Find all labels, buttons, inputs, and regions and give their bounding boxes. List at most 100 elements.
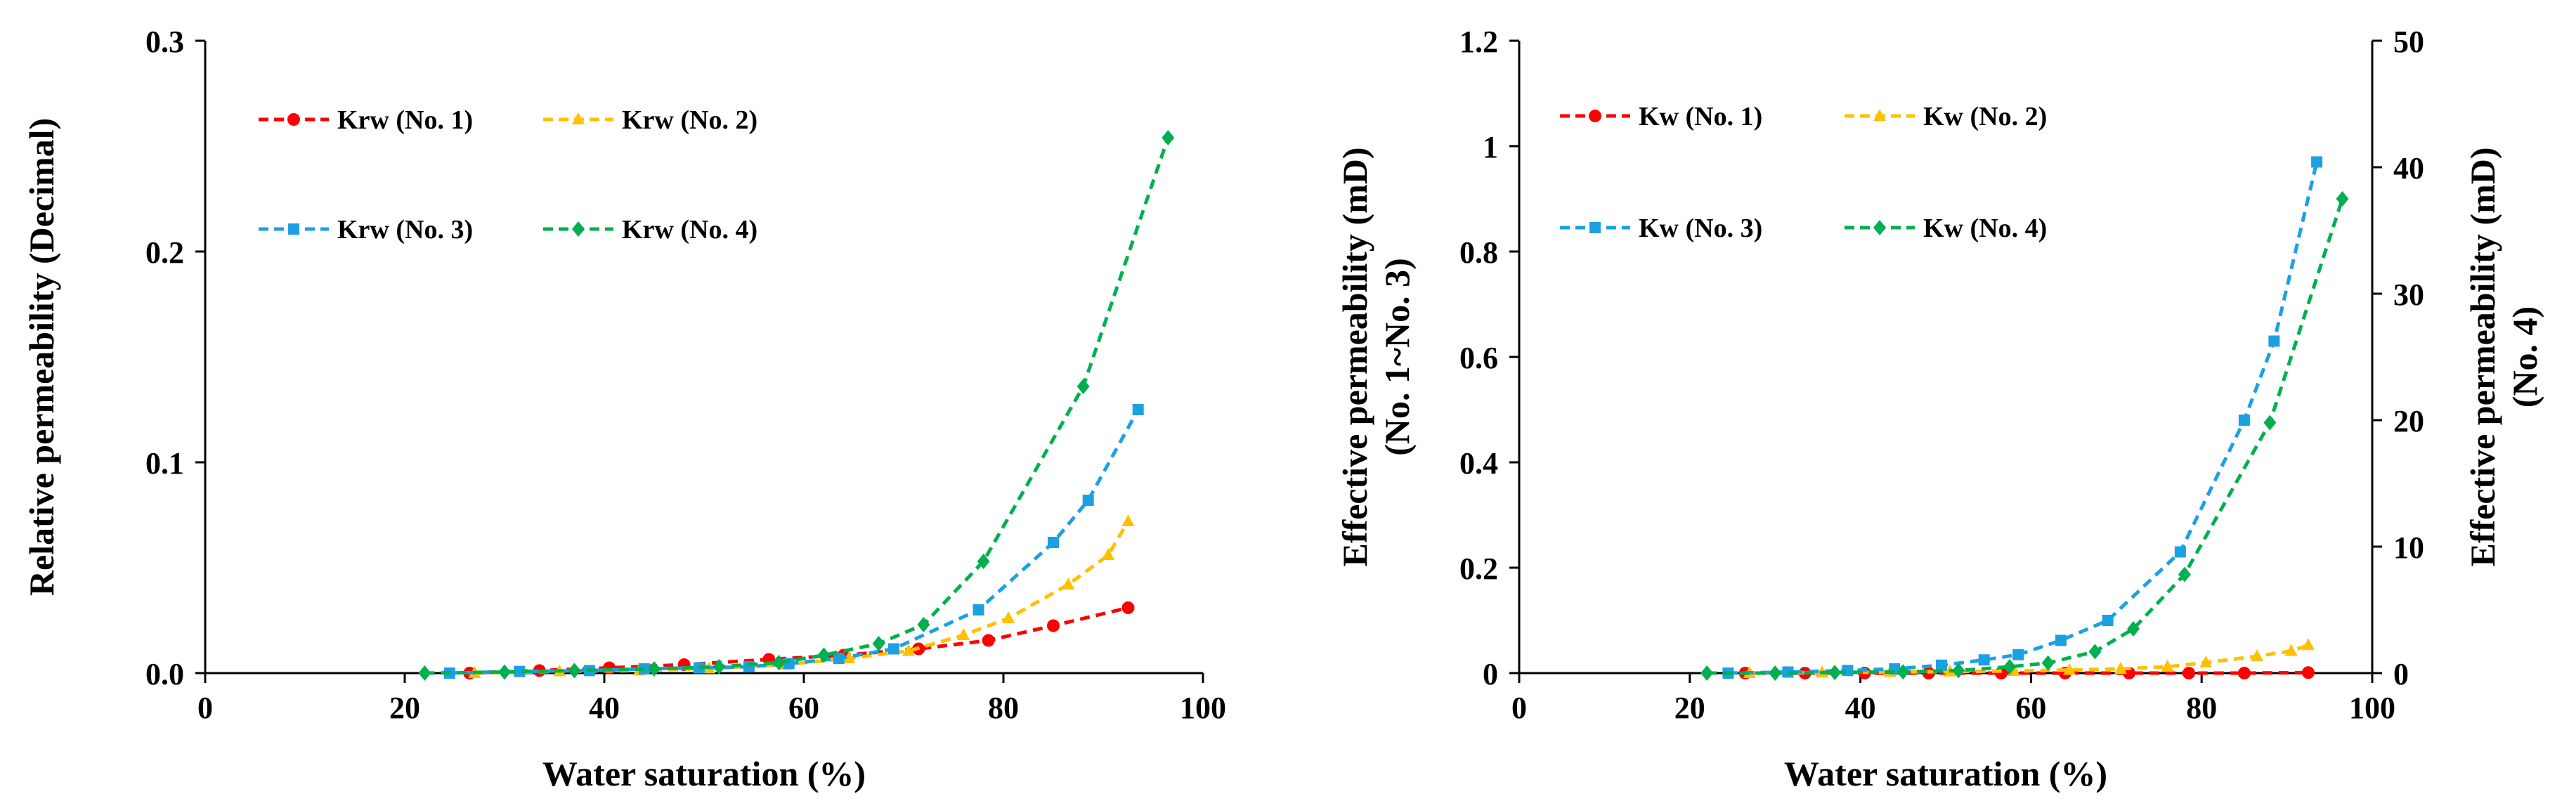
y2-tick-label: 30 xyxy=(2393,278,2424,312)
legend-label: Kw (No. 1) xyxy=(1639,102,1762,131)
data-point xyxy=(1935,659,1947,671)
data-point xyxy=(498,664,511,680)
legend-label: Krw (No. 4) xyxy=(622,215,757,245)
x-tick-label: 80 xyxy=(988,691,1019,725)
data-point xyxy=(2178,566,2191,582)
data-point xyxy=(833,653,845,664)
data-point xyxy=(887,643,899,655)
series-line xyxy=(449,408,1140,675)
data-point xyxy=(917,617,930,632)
series-line xyxy=(474,520,1130,675)
series-1 xyxy=(463,601,1135,679)
legend-item: Krw (No. 3) xyxy=(259,215,473,245)
legend-marker xyxy=(1589,110,1601,122)
x-tick-label: 100 xyxy=(1180,691,1226,725)
data-point xyxy=(1132,404,1144,415)
data-point xyxy=(1162,130,1175,145)
data-point xyxy=(1062,578,1075,589)
x-axis-title: Water saturation (%) xyxy=(1784,754,2107,793)
legend-marker xyxy=(287,113,300,126)
data-point xyxy=(713,659,726,675)
legend-label: Krw (No. 3) xyxy=(337,215,473,245)
x-tick-label: 0 xyxy=(1511,691,1527,725)
data-point xyxy=(418,665,431,681)
chart-right-effective-permeability: 0 20 40 60 80 10000.20.40.60.811.201020304050… xyxy=(1335,25,2544,793)
x-tick-label: 20 xyxy=(1674,691,1705,725)
data-point xyxy=(2041,655,2055,671)
data-point xyxy=(772,655,786,670)
y2-tick-label: 40 xyxy=(2393,151,2424,185)
data-point xyxy=(1897,664,1910,680)
y-tick-label: 0.0 xyxy=(145,657,184,691)
y-tick-label: 1 xyxy=(1483,130,1498,164)
data-point xyxy=(2284,644,2298,656)
data-point xyxy=(2301,638,2315,651)
y-axis-subtitle: (No. 1~No. 3) xyxy=(1377,258,1417,456)
data-point xyxy=(1121,514,1135,526)
data-point xyxy=(693,662,705,674)
series-3 xyxy=(443,404,1144,679)
legend-item: Kw (No. 3) xyxy=(1560,214,1762,243)
data-point xyxy=(1002,611,1015,623)
data-point xyxy=(1076,379,1090,394)
y-tick-label: 0 xyxy=(1483,657,1498,691)
data-point xyxy=(2012,649,2024,660)
data-point xyxy=(1978,654,1990,666)
data-point xyxy=(568,663,581,679)
y2-tick-label: 20 xyxy=(2393,404,2424,438)
data-point xyxy=(514,665,526,677)
data-point xyxy=(2301,666,2315,679)
legend-item: Kw (No. 1) xyxy=(1560,102,1762,131)
legend-marker xyxy=(288,223,299,235)
x-tick-label: 0 xyxy=(197,691,213,725)
series-4 xyxy=(418,130,1175,681)
series-4 xyxy=(1700,191,2349,681)
data-point xyxy=(1952,663,1965,679)
series-2 xyxy=(468,514,1135,678)
data-point xyxy=(1769,665,1782,681)
data-point xyxy=(1842,665,1854,677)
legend-item: Kw (No. 2) xyxy=(1845,102,2047,131)
legend-item: Krw (No. 1) xyxy=(259,105,473,135)
data-point xyxy=(2088,644,2102,660)
x-tick-label: 60 xyxy=(2015,691,2046,725)
series-2 xyxy=(1743,638,2315,678)
data-point xyxy=(902,644,916,656)
y-tick-label: 0.1 xyxy=(145,446,184,481)
data-point xyxy=(1047,619,1060,632)
x-tick-label: 100 xyxy=(2349,691,2395,725)
x-axis-title: Water saturation (%) xyxy=(542,754,866,793)
x-tick-label: 20 xyxy=(389,691,420,725)
data-point xyxy=(1082,495,1094,506)
chart-left-relative-permeability: 0 20 40 60 80 100 0.0 0.1 0.2 0.3 Water saturation… xyxy=(22,25,1226,793)
y-tick-label: 0.2 xyxy=(145,235,184,270)
data-point xyxy=(2311,156,2323,168)
legend-marker xyxy=(572,221,585,237)
data-point xyxy=(2063,663,2076,675)
y-tick-label: 0.8 xyxy=(1459,235,1498,270)
legend-marker xyxy=(1873,109,1886,121)
data-point xyxy=(817,647,831,663)
data-point xyxy=(2114,662,2127,674)
data-point xyxy=(1102,548,1115,560)
legend-item: Krw (No. 4) xyxy=(543,215,757,245)
data-point xyxy=(2161,660,2174,672)
y-axis-title: Effective permeability (mD) xyxy=(1335,148,1374,567)
x-tick-label: 40 xyxy=(1845,691,1876,725)
data-point xyxy=(977,554,990,569)
y-axis-title: Relative permeability (Decimal) xyxy=(22,118,61,596)
legend-marker xyxy=(1873,220,1886,235)
legend-marker xyxy=(1589,222,1601,233)
legend-label: Krw (No. 1) xyxy=(337,105,473,135)
y2-tick-label: 0 xyxy=(2393,657,2409,691)
y-tick-label: 0.6 xyxy=(1459,341,1498,375)
legend-item: Kw (No. 4) xyxy=(1845,214,2047,243)
y-tick-label: 0.2 xyxy=(1459,552,1498,586)
data-point xyxy=(872,636,885,651)
data-point xyxy=(2336,191,2349,207)
data-point xyxy=(648,661,661,677)
data-point xyxy=(2199,656,2213,667)
y2-axis-title: Effective permeability (mD) xyxy=(2463,148,2502,567)
data-point xyxy=(1121,601,1135,614)
